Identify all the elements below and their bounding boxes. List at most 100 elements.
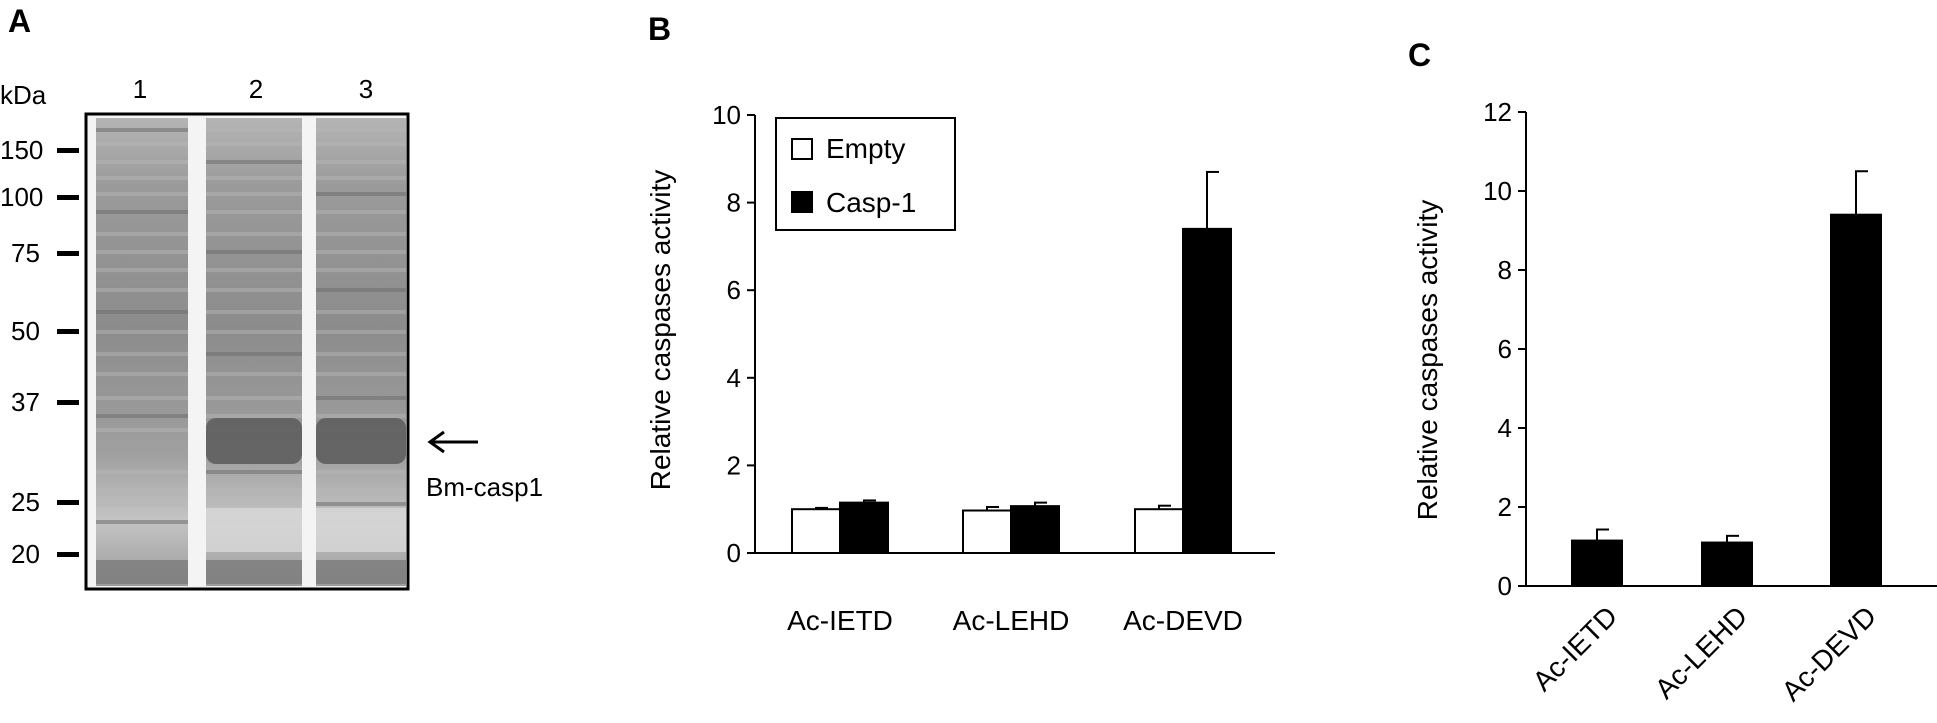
y-tick-label: 8 [727, 188, 741, 218]
gel-band-light [206, 508, 302, 552]
lane-label-3: 3 [359, 74, 373, 104]
marker-label-100: 100 [0, 182, 43, 212]
lane-labels: 1 2 3 [133, 74, 373, 104]
marker-tick-75 [57, 251, 79, 256]
gel-dye-front [316, 560, 406, 584]
gel-band [96, 330, 188, 334]
gel-band [96, 470, 188, 474]
panel-c-y-ticks: 0 2 4 6 8 10 12 [1483, 97, 1526, 601]
gel-band [206, 488, 302, 492]
gel-band [316, 192, 406, 196]
gel-band [316, 330, 406, 334]
gel-band [316, 352, 406, 356]
gel-dye-front [206, 560, 302, 584]
gel-band [316, 128, 406, 132]
arrow-left-icon [427, 430, 478, 454]
gel-band [316, 310, 406, 314]
gel-band [206, 176, 302, 180]
gel-band [96, 176, 188, 180]
x-tick-label: Ac-IETD [1527, 600, 1624, 697]
gel-band [206, 192, 302, 196]
gel-band [206, 160, 302, 164]
gel-band [316, 470, 406, 474]
marker-tick-50 [57, 329, 79, 334]
panel-b: B Relative caspases activity 0 2 4 6 8 10 Ac-… [645, 11, 1275, 636]
x-tick-label: Ac-LEHD [953, 605, 1070, 636]
gel-band [96, 142, 188, 146]
panel-b-y-axis-label: Relative caspases activity [645, 170, 676, 491]
gel-band [206, 310, 302, 314]
panel-b-y-ticks: 0 2 4 6 8 10 [712, 100, 755, 568]
x-tick-label: Ac-LEHD [1649, 600, 1753, 704]
gel-band [316, 268, 406, 272]
gel-band [96, 128, 188, 132]
legend-swatch-empty [791, 138, 813, 160]
y-tick-label: 10 [1483, 176, 1512, 206]
marker-label-25: 25 [11, 487, 40, 517]
legend-label-casp-1: Casp-1 [826, 187, 916, 218]
gel-band [206, 414, 302, 418]
gel-band [206, 142, 302, 146]
gel-band [316, 502, 406, 506]
y-tick-label: 0 [727, 538, 741, 568]
x-tick-label: Ac-IETD [787, 605, 893, 636]
gel-band [316, 210, 406, 214]
gel-band [96, 310, 188, 314]
panel-c-error-bars [1596, 170, 1868, 543]
gel-band [206, 250, 302, 254]
bar-empty-ac-ietd [791, 508, 841, 555]
panel-c-bars [1571, 213, 1882, 588]
x-tick-label: Ac-DEVD [1776, 600, 1883, 707]
gel-band [96, 268, 188, 272]
marker-ladder: 150 100 75 50 37 25 20 [0, 135, 79, 569]
bar-empty-ac-lehd [962, 509, 1012, 555]
gel-band [96, 540, 188, 544]
panel-b-category-labels: Ac-IETD Ac-LEHD Ac-DEVD [787, 605, 1243, 636]
gel-band [206, 232, 302, 236]
gel-band [316, 372, 406, 376]
bar-empty-ac-devd [1134, 508, 1184, 555]
marker-label-37: 37 [11, 387, 40, 417]
gel-band [96, 428, 188, 432]
marker-tick-37 [57, 400, 79, 405]
gel-band [316, 396, 406, 400]
marker-label-20: 20 [11, 539, 40, 569]
marker-label-50: 50 [11, 316, 40, 346]
lane-label-2: 2 [249, 74, 263, 104]
gel-band [316, 160, 406, 164]
kda-label: kDa [0, 80, 47, 110]
panel-b-error-bars [815, 170, 1219, 511]
y-tick-label: 6 [1498, 334, 1512, 364]
gel-band [206, 268, 302, 272]
y-tick-label: 2 [1498, 492, 1512, 522]
gel-bands [96, 128, 406, 584]
y-tick-label: 2 [727, 450, 741, 480]
gel-band [316, 414, 406, 418]
gel-band [206, 330, 302, 334]
gel-band [96, 520, 188, 524]
panel-a: A kDa 1 2 3 150 100 75 50 37 25 [0, 3, 543, 591]
y-tick-label: 4 [727, 363, 741, 393]
gel-band [96, 232, 188, 236]
legend-swatch-casp-1 [791, 191, 813, 213]
gel-image [84, 112, 410, 591]
gel-band [206, 372, 302, 376]
panel-c-label: C [1408, 37, 1431, 73]
bar-casp-1-ac-lehd [1010, 505, 1060, 555]
y-tick-label: 4 [1498, 413, 1512, 443]
marker-label-75: 75 [11, 238, 40, 268]
gel-band [316, 142, 406, 146]
x-tick-label: Ac-DEVD [1123, 605, 1243, 636]
gel-band [96, 288, 188, 292]
panel-a-label: A [8, 3, 31, 39]
gel-band [316, 488, 406, 492]
gel-band-light [316, 508, 406, 552]
gel-band [96, 488, 188, 492]
gel-band [206, 128, 302, 132]
panel-b-label: B [648, 11, 671, 47]
bm-casp1-label: Bm-casp1 [426, 472, 543, 502]
marker-tick-150 [57, 148, 79, 153]
gel-band [206, 288, 302, 292]
gel-band [96, 414, 188, 418]
bar-value-ac-lehd [1701, 541, 1753, 587]
